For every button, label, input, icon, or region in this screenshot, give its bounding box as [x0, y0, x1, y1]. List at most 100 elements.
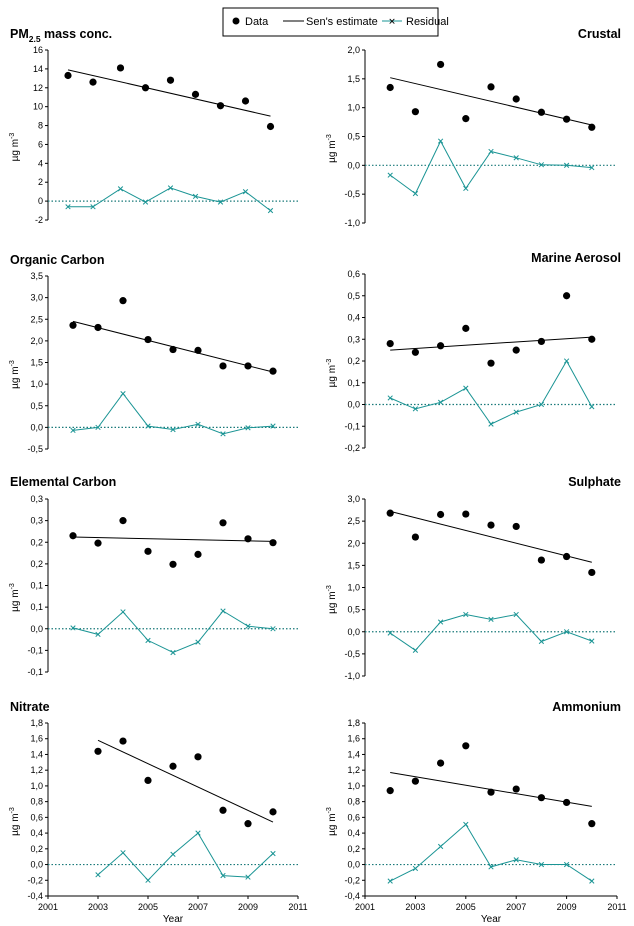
residual-marker-stroke: [488, 616, 494, 623]
residual-line: [389, 139, 592, 195]
y-axis-label-sup: -3: [326, 359, 333, 365]
y-axis-label: µg m-3: [326, 359, 338, 388]
y-tick-label: -0,4: [27, 891, 43, 901]
residual-point: [387, 630, 393, 636]
data-point: [269, 367, 277, 375]
data-point: [588, 123, 596, 131]
residual-marker-stroke: [95, 872, 101, 878]
y-tick-label: 3,0: [30, 293, 43, 303]
y-tick-label: 0,8: [347, 797, 360, 807]
residual-line: [389, 823, 593, 882]
residual-point: [95, 631, 101, 638]
residual-point: [70, 427, 76, 434]
data-point: [194, 550, 202, 558]
y-tick-label: 0,2: [347, 844, 360, 854]
x-tick-label: 2005: [138, 902, 158, 912]
residual-marker-stroke: [195, 639, 201, 645]
data-point: [537, 794, 546, 802]
residual-point: [90, 204, 96, 210]
x-tick-label: 2005: [456, 902, 476, 912]
y-tick-label: 14: [33, 64, 43, 74]
residual-marker-stroke: [437, 138, 444, 144]
residual-marker-stroke: [145, 637, 151, 644]
y-axis-label-main: µg m: [10, 366, 21, 388]
residual-marker-stroke: [488, 148, 494, 155]
chart-title-main: Ammonium: [552, 700, 621, 714]
chart-title-main: Sulphate: [568, 475, 621, 489]
residual-line: [68, 187, 271, 211]
residual-point: [488, 148, 494, 155]
y-tick-label: 0,3: [30, 494, 43, 504]
residual-point: [437, 399, 444, 405]
residual-marker-stroke: [513, 155, 519, 161]
residual-point: [145, 637, 151, 644]
residual-point: [220, 431, 226, 437]
data-point: [64, 71, 72, 80]
residual-point: [488, 421, 494, 427]
x-tick-label: 2009: [557, 902, 577, 912]
residual-line: [97, 832, 274, 882]
y-tick-label: -0,5: [344, 189, 360, 199]
y-tick-label: 0,4: [347, 828, 360, 838]
residual-point: [245, 425, 251, 431]
data-point: [269, 808, 277, 816]
data-point: [437, 60, 445, 69]
residual-point: [437, 619, 444, 625]
residual-point: [195, 421, 201, 428]
y-axis-label: µg m-3: [326, 134, 338, 163]
residual-point: [387, 172, 393, 178]
y-tick-label: 3,5: [30, 271, 43, 281]
residual-point: [267, 207, 274, 214]
residual-point: [589, 638, 595, 644]
y-tick-label: 0,5: [347, 291, 360, 301]
x-axis-label: Year: [481, 914, 502, 925]
y-tick-label: 10: [33, 102, 43, 112]
y-tick-label: 2: [38, 177, 43, 187]
chart-panel: Marine Aerosol -0,2 -0,1 0,0 0,1 0,2 0,3 0,4 0,5…: [326, 251, 621, 453]
data-point: [411, 533, 419, 541]
residual-point: [412, 647, 419, 653]
data-point: [94, 539, 102, 547]
sens-estimate-line: [97, 739, 274, 823]
y-tick-label: 0,6: [30, 812, 43, 822]
data-point: [386, 340, 394, 348]
residual-point: [245, 623, 251, 629]
y-tick-label: 0,2: [30, 844, 43, 854]
residual-point: [167, 185, 174, 191]
data-point: [119, 517, 127, 525]
data-point: [462, 324, 470, 332]
residual-point: [538, 861, 545, 868]
residual-point: [145, 877, 151, 883]
y-tick-label: 8: [38, 121, 43, 131]
data-point: [437, 342, 445, 350]
y-tick-label: 1,5: [347, 560, 360, 570]
residual-marker-stroke: [589, 404, 595, 410]
data-point: [219, 519, 227, 527]
y-tick-label: 2,0: [30, 336, 43, 346]
legend-data-label: Data: [245, 16, 269, 28]
legend-box: [222, 7, 439, 37]
residual-marker-stroke: [437, 619, 444, 625]
y-tick-label: -0,1: [344, 421, 360, 431]
residual-point: [145, 423, 151, 429]
data-point: [411, 348, 419, 356]
data-point: [411, 777, 419, 785]
data-point: [588, 820, 596, 828]
residual-marker-stroke: [195, 830, 201, 836]
y-tick-label: 0,5: [347, 132, 360, 142]
residual-marker-stroke: [95, 424, 101, 431]
chart-panel: Nitrate -0,4 -0,2 0,0 0,2 0,4 0,6 0,8 1,0 1,2 1,4 1…: [9, 700, 308, 925]
y-tick-label: 0,6: [347, 269, 360, 279]
y-tick-label: 0,0: [347, 160, 360, 170]
y-tick-label: 3,0: [347, 494, 360, 504]
y-tick-label: -0,2: [27, 875, 43, 885]
data-point: [194, 346, 202, 354]
chart-title: Sulphate: [568, 475, 621, 489]
chart-panel: Crustal -1,0 -0,5 0,0 0,5 1,0 1,5 2,0 µg m-3: [326, 27, 621, 228]
residual-point: [589, 878, 595, 884]
sens-estimate-line: [67, 69, 271, 117]
y-axis-label: µg m-3: [9, 360, 21, 389]
data-point: [244, 820, 252, 828]
sens-estimate-line: [72, 536, 274, 542]
legend-residual-marker: ✕: [388, 17, 396, 27]
